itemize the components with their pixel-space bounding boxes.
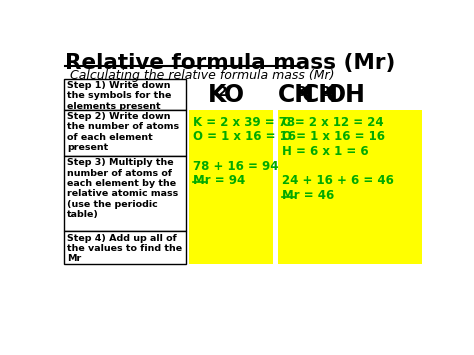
Text: O: O	[224, 83, 244, 108]
Text: CH: CH	[302, 83, 339, 108]
Text: Step 4) Add up all of
the values to find the
Mr: Step 4) Add up all of the values to find…	[67, 234, 182, 263]
Text: Step 1) Write down
the symbols for the
elements present: Step 1) Write down the symbols for the e…	[67, 81, 172, 111]
Text: 2: 2	[320, 85, 330, 99]
Text: Mr = 46: Mr = 46	[282, 189, 334, 202]
Text: 78 + 16 = 94: 78 + 16 = 94	[193, 160, 279, 173]
FancyBboxPatch shape	[278, 110, 422, 264]
FancyBboxPatch shape	[64, 79, 186, 110]
Text: Relative formula mass (Mr): Relative formula mass (Mr)	[65, 53, 396, 73]
Text: 2: 2	[218, 85, 228, 99]
Text: O = 1 x 16 = 16: O = 1 x 16 = 16	[282, 130, 385, 143]
Text: Mr = 94: Mr = 94	[193, 174, 246, 187]
Text: O = 1 x 16 = 16: O = 1 x 16 = 16	[193, 130, 296, 143]
FancyBboxPatch shape	[190, 110, 273, 264]
FancyBboxPatch shape	[64, 110, 186, 156]
Text: Calculating the relative formula mass (Mr): Calculating the relative formula mass (M…	[70, 69, 335, 82]
Text: CH: CH	[278, 83, 315, 108]
Text: OH: OH	[326, 83, 366, 108]
Text: 3: 3	[296, 85, 306, 99]
Text: K = 2 x 39 = 78: K = 2 x 39 = 78	[193, 116, 295, 129]
Text: C = 2 x 12 = 24: C = 2 x 12 = 24	[282, 116, 383, 129]
FancyBboxPatch shape	[64, 156, 186, 231]
FancyBboxPatch shape	[64, 231, 186, 264]
Text: 24 + 16 + 6 = 46: 24 + 16 + 6 = 46	[282, 174, 393, 187]
Text: Step 3) Multiply the
number of atoms of
each element by the
relative atomic mass: Step 3) Multiply the number of atoms of …	[67, 158, 178, 219]
Text: K: K	[208, 83, 227, 108]
Text: Step 2) Write down
the number of atoms
of each element
present: Step 2) Write down the number of atoms o…	[67, 112, 179, 152]
Text: H = 6 x 1 = 6: H = 6 x 1 = 6	[282, 145, 368, 158]
